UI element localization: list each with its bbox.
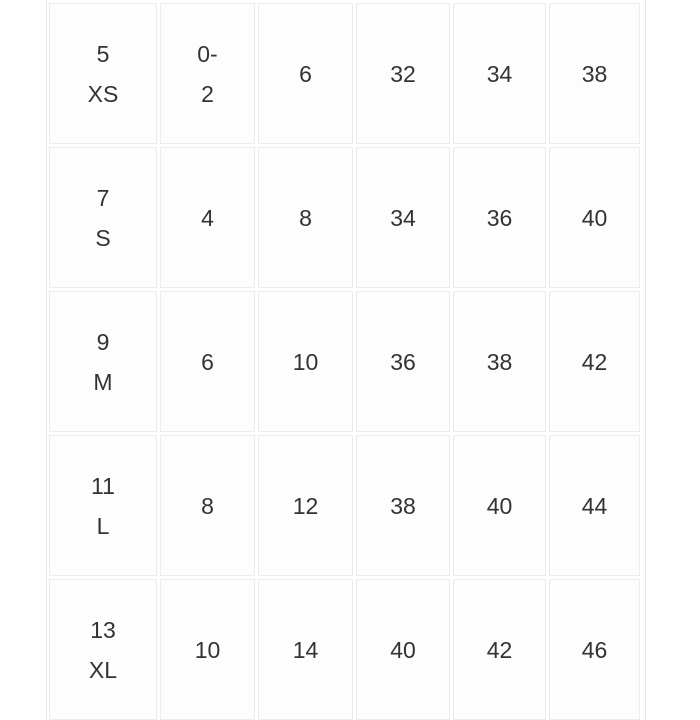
cell-text: 8 bbox=[201, 492, 214, 519]
cell-text: S bbox=[95, 224, 111, 251]
cell-text: 46 bbox=[581, 636, 608, 663]
cell-text: XS bbox=[87, 80, 119, 107]
table-cell: 12 bbox=[258, 435, 353, 576]
cell-text: 6 bbox=[299, 60, 312, 87]
cell-text: 5 bbox=[96, 40, 110, 67]
cell-text: 38 bbox=[486, 348, 513, 375]
table-cell: 10 bbox=[258, 291, 353, 432]
table-cell: 44 bbox=[549, 435, 640, 576]
cell-text: 10 bbox=[194, 636, 221, 663]
cell-text: 14 bbox=[292, 636, 319, 663]
table-cell: 42 bbox=[549, 291, 640, 432]
cell-text: 11 bbox=[91, 472, 115, 499]
cell-text: 13 bbox=[90, 616, 116, 643]
table-cell: 6 bbox=[258, 3, 353, 144]
table-cell: 34 bbox=[453, 3, 546, 144]
table-cell: 40 bbox=[453, 435, 546, 576]
cell-text: 32 bbox=[390, 60, 416, 87]
cell-text: XL bbox=[88, 656, 118, 683]
cell-text: 42 bbox=[581, 348, 608, 375]
table-cell: 38 bbox=[356, 435, 450, 576]
table-cell: 13 XL bbox=[49, 579, 157, 720]
cell-text: 10 bbox=[292, 348, 319, 375]
cell-text: 40 bbox=[581, 204, 608, 231]
size-chart-table: 5 XS 0- 2 6 32 34 38 7 S 4 8 34 36 40 9 M 6 10 36 38 42 11 L 8 12… bbox=[49, 3, 640, 720]
table-cell: 36 bbox=[453, 147, 546, 288]
cell-text: M bbox=[93, 368, 113, 395]
table-cell: 32 bbox=[356, 3, 450, 144]
table-cell: 34 bbox=[356, 147, 450, 288]
cell-text: 12 bbox=[292, 492, 319, 519]
table-cell: 10 bbox=[160, 579, 255, 720]
table-cell: 5 XS bbox=[49, 3, 157, 144]
table-cell: 8 bbox=[160, 435, 255, 576]
table-cell: 42 bbox=[453, 579, 546, 720]
table-cell: 0- 2 bbox=[160, 3, 255, 144]
cell-text: 36 bbox=[390, 348, 416, 375]
cell-text: 36 bbox=[486, 204, 513, 231]
cell-text: 0- bbox=[197, 40, 218, 67]
cell-text: 2 bbox=[201, 80, 214, 107]
table-cell: 11 L bbox=[49, 435, 157, 576]
table-cell: 46 bbox=[549, 579, 640, 720]
cell-text: 34 bbox=[486, 60, 513, 87]
table-cell: 4 bbox=[160, 147, 255, 288]
table-cell: 14 bbox=[258, 579, 353, 720]
cell-text: 40 bbox=[390, 636, 416, 663]
cell-text: 7 bbox=[96, 184, 110, 211]
cell-text: 44 bbox=[581, 492, 608, 519]
table-cell: 40 bbox=[549, 147, 640, 288]
table-cell: 40 bbox=[356, 579, 450, 720]
cell-text: 6 bbox=[201, 348, 214, 375]
cell-text: 40 bbox=[486, 492, 513, 519]
table-cell: 6 bbox=[160, 291, 255, 432]
cell-text: 34 bbox=[390, 204, 416, 231]
table-cell: 8 bbox=[258, 147, 353, 288]
cell-text: 9 bbox=[96, 328, 110, 355]
cell-text: 42 bbox=[486, 636, 513, 663]
cell-text: 8 bbox=[299, 204, 312, 231]
cell-text: 38 bbox=[390, 492, 416, 519]
cell-text: 38 bbox=[581, 60, 608, 87]
cell-text: 4 bbox=[201, 204, 214, 231]
table-cell: 38 bbox=[549, 3, 640, 144]
table-cell: 38 bbox=[453, 291, 546, 432]
cell-text: L bbox=[96, 512, 110, 539]
table-frame bbox=[46, 0, 646, 720]
table-cell: 36 bbox=[356, 291, 450, 432]
